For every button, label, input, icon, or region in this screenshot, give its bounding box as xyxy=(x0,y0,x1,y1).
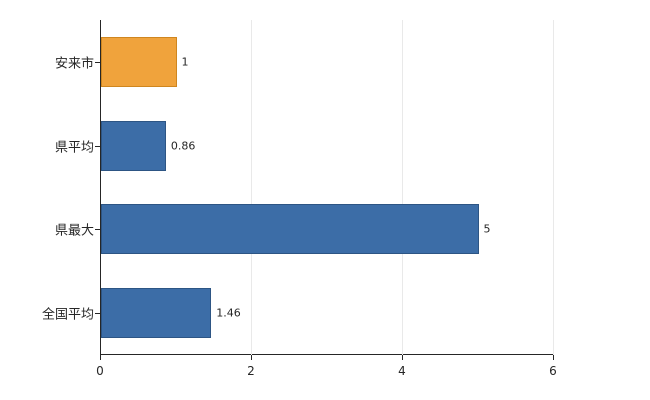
bar xyxy=(101,36,177,87)
bar xyxy=(101,120,166,171)
y-axis-tick xyxy=(95,145,100,147)
y-axis-tick xyxy=(95,313,100,315)
bar-value-label: 1.46 xyxy=(216,306,241,320)
bar xyxy=(101,288,212,339)
bar-value-label: 5 xyxy=(483,222,491,236)
category-label: 全国平均 xyxy=(41,307,94,323)
x-tick-label: 4 xyxy=(398,364,406,378)
x-axis-tick xyxy=(553,355,554,360)
bar-value-label: 1 xyxy=(181,55,189,69)
category-label: 安来市 xyxy=(54,56,94,72)
x-axis-line xyxy=(100,354,553,355)
x-axis-tick xyxy=(402,355,403,360)
y-axis-line xyxy=(100,20,101,355)
x-tick-label: 6 xyxy=(549,364,557,378)
bar-value-label: 0.86 xyxy=(170,139,196,153)
x-tick-label: 2 xyxy=(247,364,255,378)
gridline xyxy=(402,20,403,355)
bar xyxy=(101,204,479,255)
y-axis-tick xyxy=(95,229,100,231)
x-axis-tick xyxy=(100,355,101,360)
x-axis-tick xyxy=(251,355,252,360)
x-tick-label: 0 xyxy=(96,364,104,378)
category-label: 県最大 xyxy=(54,223,94,239)
category-label: 県平均 xyxy=(54,140,94,156)
gridline xyxy=(251,20,252,355)
gridline xyxy=(553,20,554,355)
plot-area: 1 0.86 5 1.46 xyxy=(100,20,554,355)
y-axis-tick xyxy=(95,61,100,63)
